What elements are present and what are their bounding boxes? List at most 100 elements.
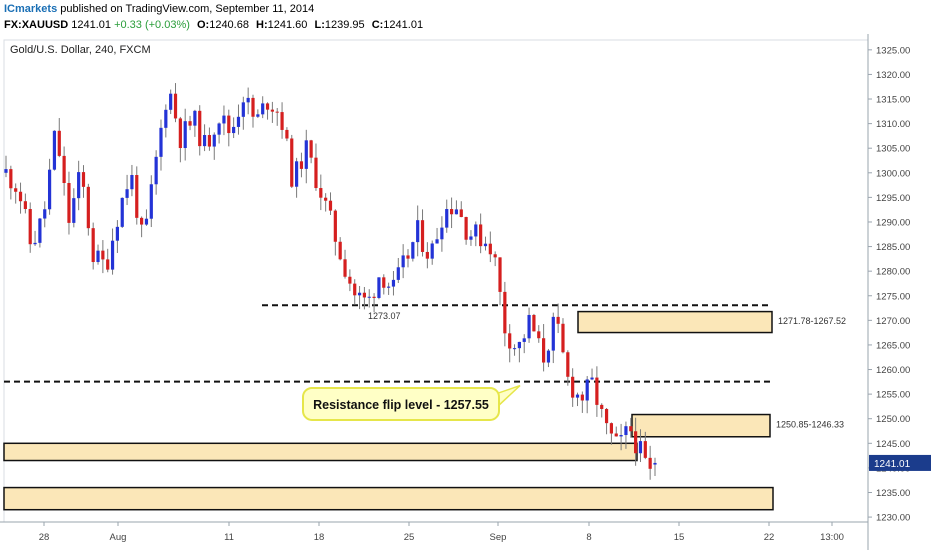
candle-body[interactable] <box>634 431 638 454</box>
candle-body[interactable] <box>324 197 328 201</box>
candle-body[interactable] <box>498 257 502 292</box>
candle-body[interactable] <box>72 198 76 223</box>
candle-body[interactable] <box>532 314 536 332</box>
candle-body[interactable] <box>624 426 628 436</box>
candle-body[interactable] <box>130 175 134 190</box>
candle-body[interactable] <box>178 118 182 149</box>
candle-body[interactable] <box>256 114 260 117</box>
candle-body[interactable] <box>469 236 473 240</box>
candle-body[interactable] <box>81 172 86 187</box>
candle-body[interactable] <box>435 239 439 244</box>
candle-body[interactable] <box>648 457 652 469</box>
candle-body[interactable] <box>614 433 618 437</box>
candle-body[interactable] <box>86 186 90 229</box>
candle-body[interactable] <box>348 276 352 284</box>
candle-body[interactable] <box>580 394 584 401</box>
candle-body[interactable] <box>285 129 289 139</box>
candle-body[interactable] <box>9 169 13 189</box>
candle-body[interactable] <box>411 242 415 259</box>
candle-body[interactable] <box>604 408 609 424</box>
candle-body[interactable] <box>14 188 18 192</box>
candle-body[interactable] <box>595 377 599 405</box>
candle-body[interactable] <box>261 103 265 115</box>
candle-body[interactable] <box>483 243 488 247</box>
candle-body[interactable] <box>183 121 187 149</box>
candle-body[interactable] <box>77 172 81 199</box>
candle-body[interactable] <box>445 209 449 228</box>
zone-box[interactable] <box>3 486 774 511</box>
candle-body[interactable] <box>653 462 657 465</box>
candle-body[interactable] <box>643 441 647 458</box>
candle-body[interactable] <box>508 333 512 349</box>
candle-body[interactable] <box>202 135 207 147</box>
candle-body[interactable] <box>556 316 560 324</box>
candle-body[interactable] <box>401 255 405 268</box>
candle-body[interactable] <box>353 283 357 296</box>
candle-body[interactable] <box>585 379 589 401</box>
candle-body[interactable] <box>38 218 42 243</box>
candle-body[interactable] <box>212 134 216 147</box>
candle-body[interactable] <box>62 155 66 183</box>
candle-body[interactable] <box>479 224 483 247</box>
callout-box[interactable] <box>302 386 500 421</box>
candle-body[interactable] <box>333 210 337 242</box>
candle-body[interactable] <box>377 277 381 298</box>
candle-body[interactable] <box>338 241 342 260</box>
candle-body[interactable] <box>425 251 429 259</box>
candle-body[interactable] <box>512 348 517 350</box>
candle-body[interactable] <box>4 169 8 173</box>
candle-body[interactable] <box>474 224 478 237</box>
candle-body[interactable] <box>217 123 221 135</box>
candle-body[interactable] <box>537 331 541 339</box>
candle-body[interactable] <box>96 250 100 263</box>
candle-body[interactable] <box>357 292 362 296</box>
candle-body[interactable] <box>251 97 255 117</box>
candle-body[interactable] <box>47 169 52 210</box>
candle-body[interactable] <box>464 217 468 240</box>
candle-body[interactable] <box>396 267 400 280</box>
candle-body[interactable] <box>517 341 521 349</box>
candle-body[interactable] <box>110 240 115 270</box>
candle-body[interactable] <box>101 250 105 260</box>
candle-body[interactable] <box>503 291 507 334</box>
zone-box[interactable] <box>3 442 638 462</box>
candle-body[interactable] <box>140 217 144 225</box>
candle-body[interactable] <box>115 226 119 241</box>
candle-body[interactable] <box>493 254 497 258</box>
candle-body[interactable] <box>275 111 279 113</box>
candle-body[interactable] <box>542 338 546 363</box>
candle-body[interactable] <box>488 243 492 255</box>
candle-body[interactable] <box>629 426 633 432</box>
candle-body[interactable] <box>600 404 604 409</box>
candle-body[interactable] <box>159 127 163 157</box>
candle-body[interactable] <box>328 200 333 211</box>
candle-body[interactable] <box>57 130 61 156</box>
candle-body[interactable] <box>193 110 197 126</box>
candle-body[interactable] <box>590 377 594 380</box>
zone-box[interactable] <box>577 310 773 334</box>
candle-body[interactable] <box>546 350 551 363</box>
price-chart[interactable]: 1230.001235.001240.001245.001250.001255.… <box>0 34 932 550</box>
candle-body[interactable] <box>619 435 623 437</box>
candle-body[interactable] <box>222 115 226 124</box>
candle-body[interactable] <box>169 93 173 110</box>
candle-body[interactable] <box>440 227 444 240</box>
candle-body[interactable] <box>387 286 391 288</box>
candle-body[interactable] <box>290 138 294 187</box>
candle-body[interactable] <box>449 209 454 215</box>
candle-body[interactable] <box>420 220 425 252</box>
candle-body[interactable] <box>43 209 47 219</box>
candle-body[interactable] <box>241 102 245 117</box>
candle-body[interactable] <box>561 323 565 353</box>
candle-body[interactable] <box>144 218 149 225</box>
candle-body[interactable] <box>294 161 299 187</box>
candle-body[interactable] <box>391 279 396 287</box>
candle-body[interactable] <box>362 292 367 298</box>
candle-body[interactable] <box>638 441 643 454</box>
candle-body[interactable] <box>52 130 57 170</box>
candle-body[interactable] <box>304 140 308 169</box>
candle-body[interactable] <box>120 197 124 227</box>
candle-body[interactable] <box>609 423 614 434</box>
candle-body[interactable] <box>343 259 347 277</box>
candle-body[interactable] <box>319 188 323 198</box>
